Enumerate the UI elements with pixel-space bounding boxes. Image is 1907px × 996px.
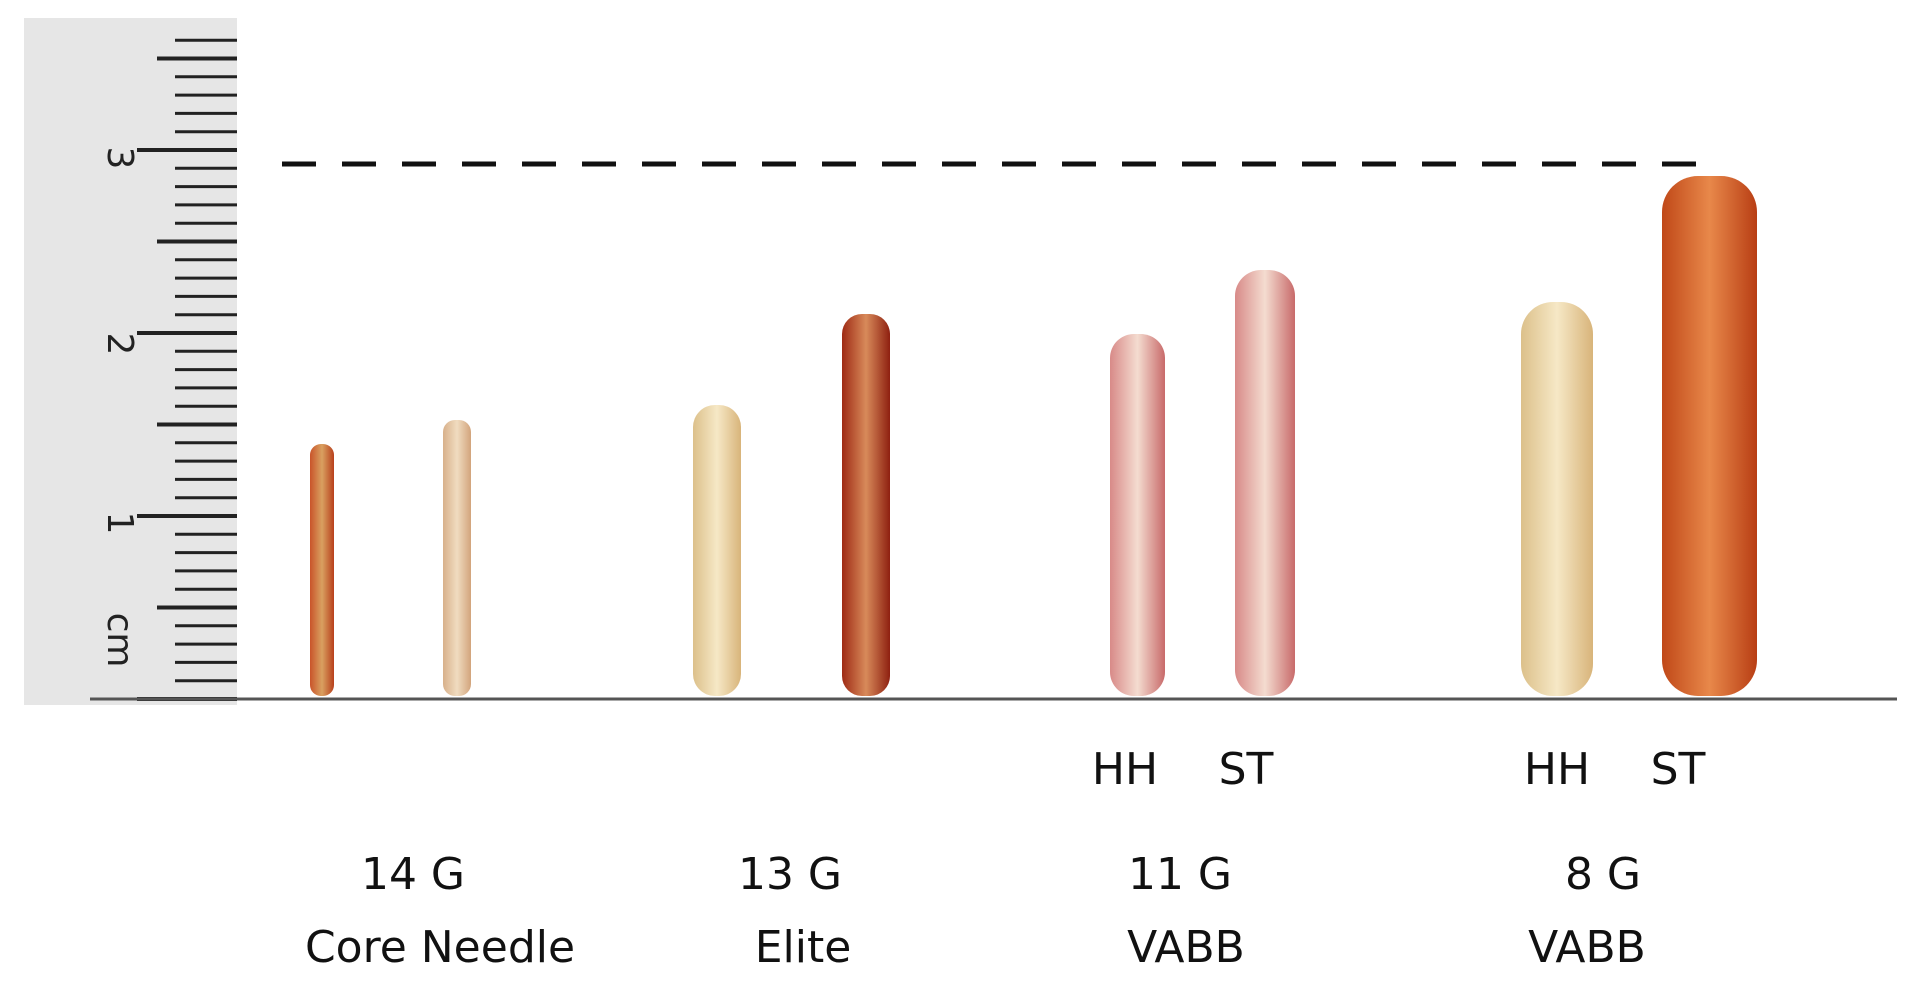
sample-label: ST bbox=[1651, 744, 1706, 795]
ruler bbox=[24, 18, 237, 705]
ruler-ticks bbox=[137, 38, 237, 701]
gauge-label: 11 G bbox=[1128, 849, 1232, 900]
group-name: VABB bbox=[1528, 922, 1646, 973]
group-name: VABB bbox=[1127, 922, 1245, 973]
core-sample bbox=[693, 405, 741, 696]
core-sample bbox=[1235, 270, 1295, 696]
cores bbox=[310, 176, 1757, 696]
gauge-label: 14 G bbox=[361, 849, 465, 900]
core-sample bbox=[1110, 334, 1165, 696]
sample-label: HH bbox=[1092, 744, 1158, 795]
sample-label: ST bbox=[1219, 744, 1274, 795]
sample-label: HH bbox=[1524, 744, 1590, 795]
core-sample bbox=[443, 420, 471, 696]
ruler-label: 3 bbox=[99, 147, 140, 170]
core-sample bbox=[1521, 302, 1593, 696]
core-sample bbox=[310, 444, 334, 696]
ruler-label: 2 bbox=[99, 333, 140, 356]
core-sample bbox=[842, 314, 890, 696]
core-sample bbox=[1662, 176, 1757, 696]
ruler-label: 1 bbox=[99, 512, 140, 535]
group-name: Core Needle bbox=[305, 922, 575, 973]
gauge-label: 8 G bbox=[1565, 849, 1641, 900]
group-name: Elite bbox=[755, 922, 852, 973]
gauge-label: 13 G bbox=[738, 849, 842, 900]
ruler-unit: cm bbox=[99, 613, 140, 668]
